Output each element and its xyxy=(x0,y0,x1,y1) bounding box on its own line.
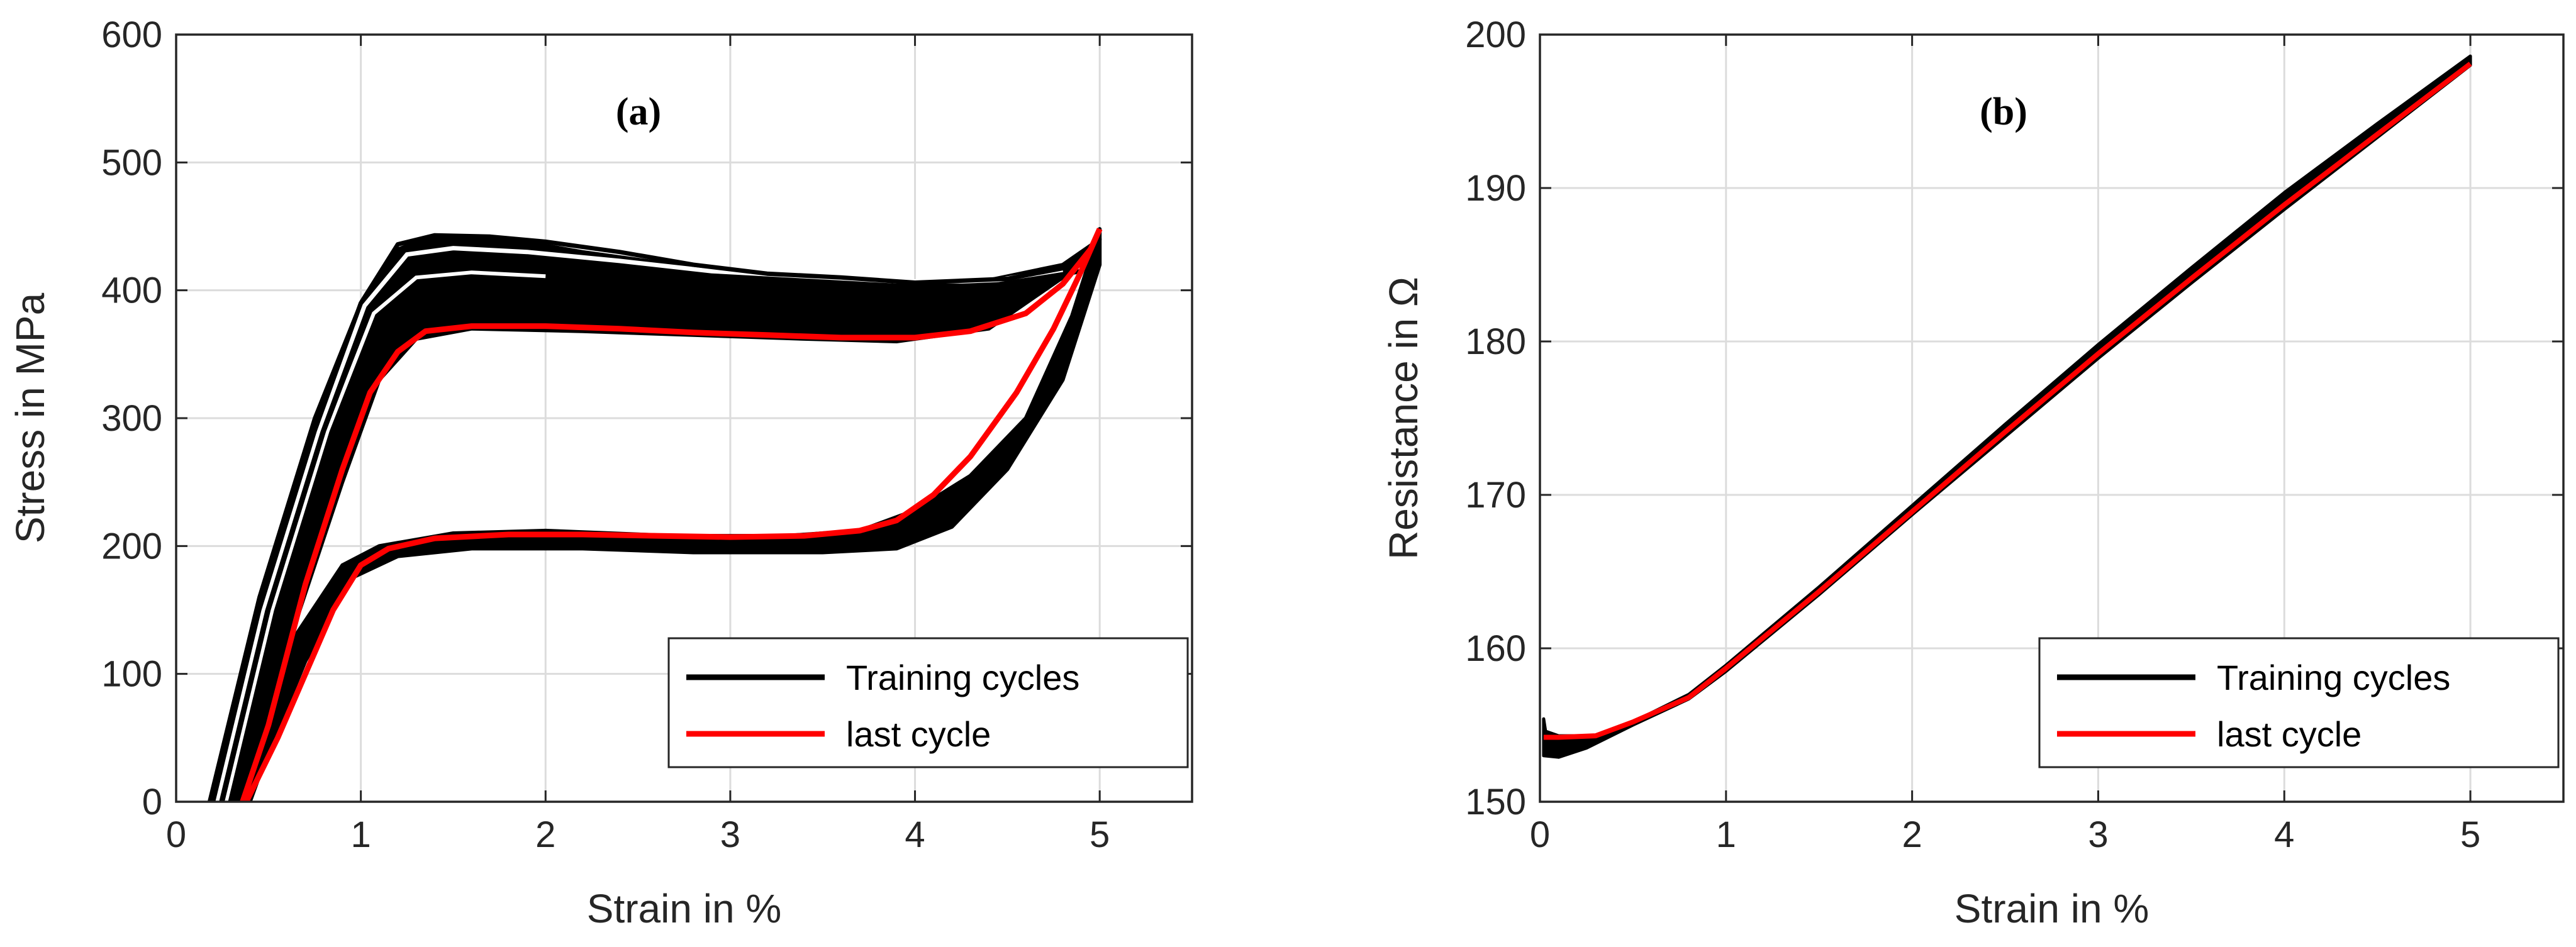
series-layer xyxy=(1542,54,2472,759)
x-tick-label: 2 xyxy=(535,814,555,855)
x-tick-label: 0 xyxy=(1530,814,1550,855)
legend-box xyxy=(667,637,1189,768)
y-tick-label: 200 xyxy=(1465,14,1526,55)
y-axis-label: Resistance in Ω xyxy=(1381,277,1426,560)
x-tick-label: 4 xyxy=(905,814,925,855)
chart-a: 0 1 2 3 4 5 0 100 200 300 400 500 600 Strain in % Stre… xyxy=(8,14,1193,931)
panel-label: (a) xyxy=(616,91,661,133)
last-cycle-loading-line xyxy=(240,228,1103,802)
x-tick-label: 5 xyxy=(2460,814,2480,855)
legend-label: Training cycles xyxy=(2217,658,2450,697)
legend-label: Training cycles xyxy=(846,658,1079,697)
y-tick-label: 300 xyxy=(101,398,162,439)
legend-label: last cycle xyxy=(2217,714,2361,754)
training-cycle-line xyxy=(220,238,1102,802)
x-axis-label: Strain in % xyxy=(1954,886,2149,931)
x-tick-label: 4 xyxy=(2274,814,2294,855)
y-tick-label: 600 xyxy=(101,14,162,55)
y-tick-label: 180 xyxy=(1465,321,1526,362)
legend-box xyxy=(2038,637,2560,768)
x-tick-label: 5 xyxy=(1090,814,1110,855)
x-tick-label: 1 xyxy=(351,814,371,855)
y-tick-label: 170 xyxy=(1465,475,1526,516)
training-cycles-gap xyxy=(224,270,546,802)
y-tick-label: 400 xyxy=(101,270,162,311)
x-tick-label: 1 xyxy=(1716,814,1736,855)
x-tick-label: 2 xyxy=(1902,814,1922,855)
chart-b: 0 1 2 3 4 5 150 160 170 180 190 200 Strain in % Resis… xyxy=(1381,14,2565,931)
x-tick-label: 3 xyxy=(2088,814,2108,855)
x-tick-label: 3 xyxy=(720,814,740,855)
y-tick-label: 150 xyxy=(1465,782,1526,822)
legend-label: last cycle xyxy=(846,714,991,754)
y-tick-label: 190 xyxy=(1465,168,1526,209)
series-layer xyxy=(207,227,1103,802)
y-tick-label: 200 xyxy=(101,526,162,567)
x-axis-label: Strain in % xyxy=(587,886,781,931)
panel-label: (b) xyxy=(1980,91,2027,133)
x-tick-label: 0 xyxy=(166,814,186,855)
y-tick-label: 0 xyxy=(142,782,162,822)
y-tick-label: 160 xyxy=(1465,628,1526,669)
training-cycle-line xyxy=(211,233,1102,802)
last-cycle-line xyxy=(1543,62,2472,740)
axes-box xyxy=(1539,33,2565,803)
y-axis-label: Stress in MPa xyxy=(8,292,53,543)
last-cycle-unloading-line xyxy=(243,228,1103,802)
y-tick-label: 100 xyxy=(101,654,162,695)
y-tick-label: 500 xyxy=(101,142,162,183)
